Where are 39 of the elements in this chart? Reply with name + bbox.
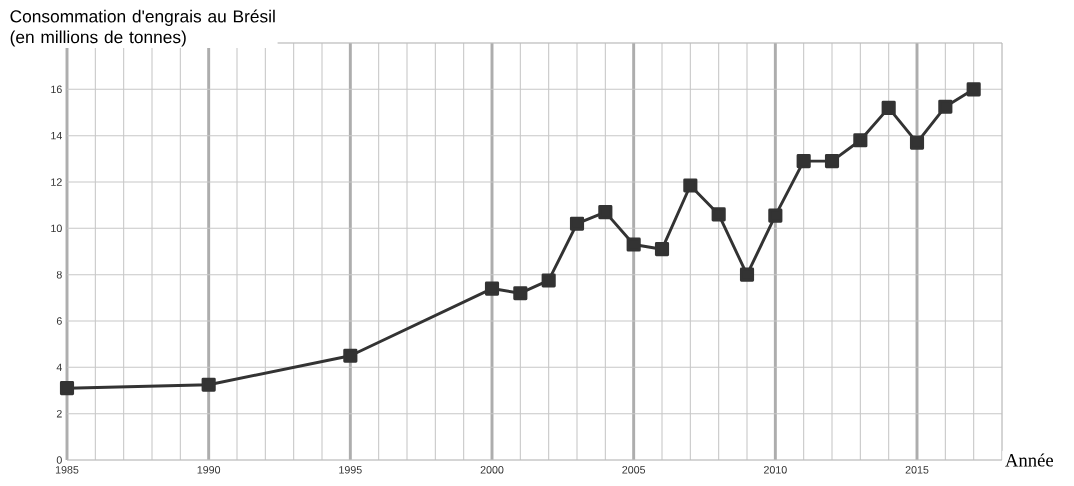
y-tick-label: 4: [56, 363, 62, 371]
point: [938, 99, 953, 114]
point: [966, 82, 981, 97]
point: [201, 377, 216, 392]
y-tick-label: 16: [51, 85, 62, 94]
y-axis-title: Consommation d'engrais au Brésil (en millions de tonnes): [10, 9, 275, 47]
point: [626, 237, 641, 252]
point: [824, 154, 840, 169]
x-tick-label: 2005: [622, 466, 646, 474]
point: [739, 267, 755, 282]
point: [683, 178, 698, 193]
y-tick-label: 14: [51, 132, 62, 140]
point: [796, 154, 811, 169]
point: [909, 135, 925, 150]
x-axis-title: Année: [1005, 453, 1054, 467]
x-tick-label: 2000: [480, 466, 504, 474]
y-tick-label: 12: [51, 178, 62, 186]
y-tick-label: 8: [56, 270, 62, 279]
x-tick-label: 1990: [197, 466, 221, 474]
point: [598, 205, 613, 220]
point: [711, 207, 726, 222]
point: [853, 133, 868, 148]
point: [343, 348, 358, 363]
y-tick-label: 2: [56, 409, 62, 418]
point: [569, 216, 585, 231]
point: [768, 208, 783, 223]
y-tick-label: 0: [56, 456, 62, 464]
point: [513, 286, 528, 301]
x-tick-label: 1985: [55, 466, 79, 474]
x-tick-label: 1995: [339, 466, 362, 474]
x-tick-label: 2015: [905, 466, 929, 474]
y-tick-label: 10: [51, 224, 62, 233]
point: [654, 242, 670, 257]
y-tick-label: 6: [56, 317, 62, 325]
point: [484, 281, 500, 296]
point: [59, 381, 75, 396]
point: [881, 100, 896, 115]
x-tick-label: 2010: [764, 466, 787, 474]
point: [541, 273, 556, 288]
